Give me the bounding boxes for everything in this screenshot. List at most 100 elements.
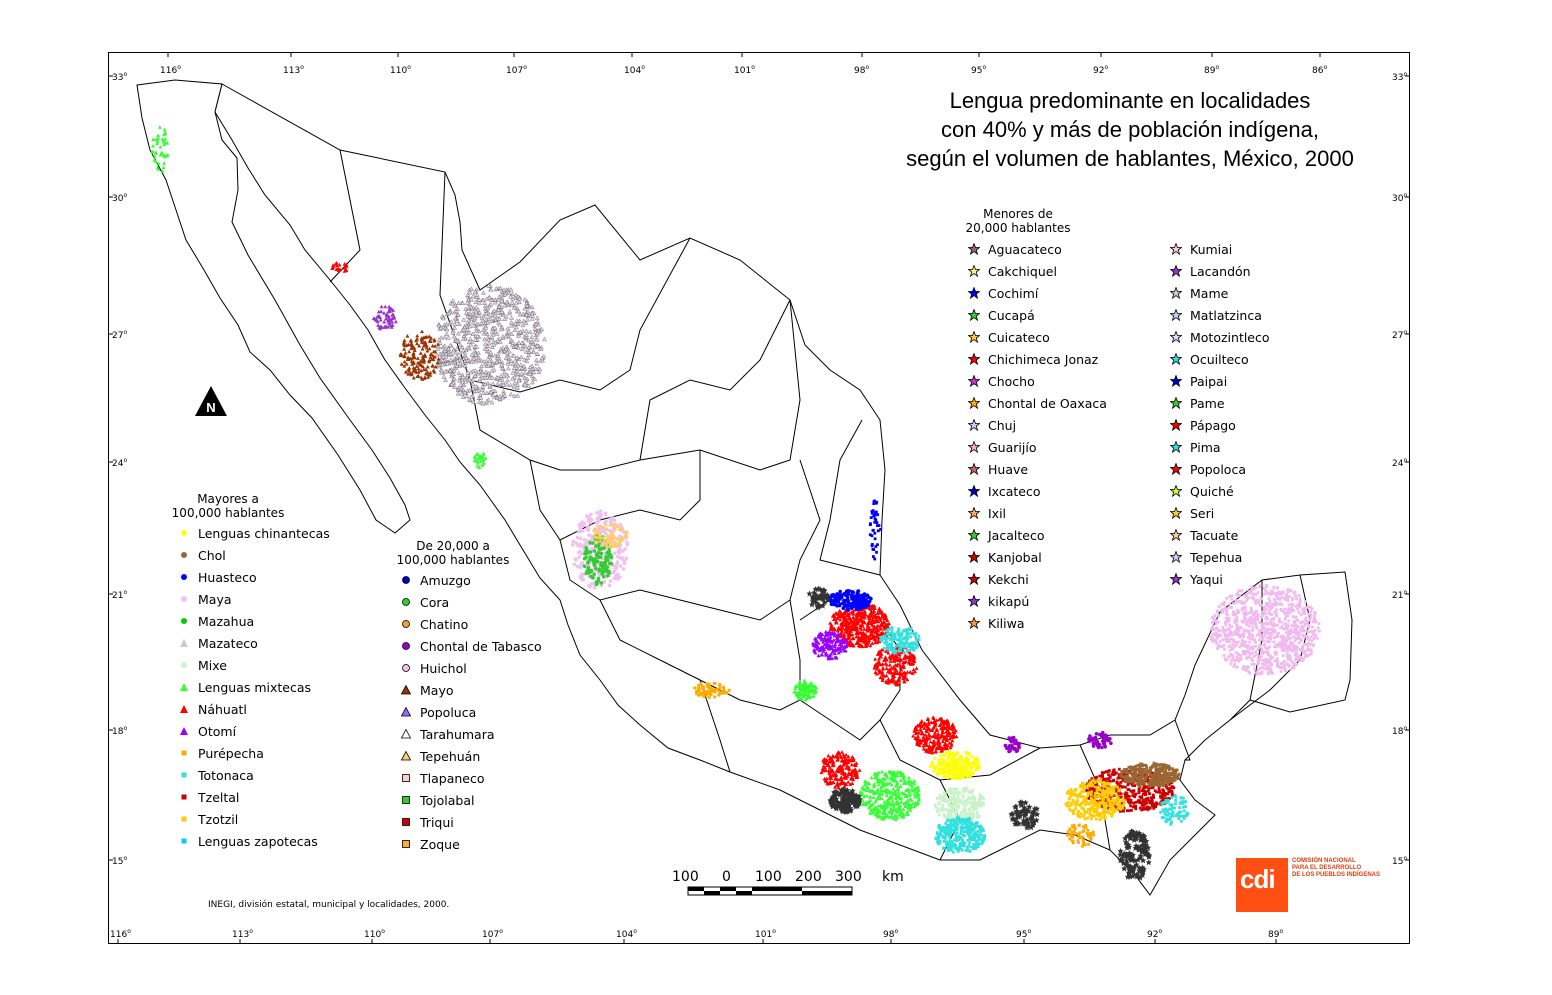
- locality-marker: [947, 741, 952, 745]
- locality-marker: [896, 790, 901, 795]
- locality-marker: [1089, 796, 1093, 800]
- locality-marker: [1285, 626, 1289, 630]
- locality-marker: [1153, 789, 1157, 793]
- locality-marker: [897, 633, 901, 636]
- locality-marker: [839, 623, 844, 628]
- locality-marker: [970, 803, 974, 807]
- locality-marker: [1155, 802, 1159, 806]
- locality-marker: [914, 794, 919, 799]
- locality-marker: [1243, 644, 1247, 648]
- locality-marker: [1114, 789, 1118, 793]
- locality-marker: [889, 776, 894, 781]
- locality-marker: [907, 660, 912, 665]
- locality-marker: [1247, 665, 1251, 669]
- locality-marker: [909, 645, 913, 649]
- locality-marker: [1119, 781, 1123, 784]
- locality-marker: [880, 781, 885, 786]
- locality-marker: [829, 759, 834, 764]
- locality-marker: [1213, 614, 1217, 617]
- locality-marker: [1106, 806, 1110, 810]
- locality-marker: [943, 754, 947, 757]
- locality-marker: [1263, 642, 1266, 646]
- locality-marker: [947, 731, 952, 736]
- locality-marker: [950, 729, 955, 734]
- locality-marker: [860, 620, 865, 624]
- locality-marker: [888, 669, 893, 674]
- locality-marker: [802, 678, 807, 683]
- locality-marker: [1153, 781, 1157, 784]
- locality-marker: [1159, 766, 1162, 770]
- locality-marker: [1291, 615, 1295, 618]
- locality-marker: [846, 608, 850, 612]
- locality-marker: [1287, 619, 1291, 623]
- locality-marker: [1164, 767, 1168, 771]
- locality-marker: [1245, 598, 1249, 602]
- locality-marker: [1237, 600, 1241, 603]
- locality-marker: [1103, 793, 1106, 796]
- locality-marker: [1075, 800, 1078, 804]
- locality-marker: [1145, 805, 1149, 809]
- locality-marker: [949, 842, 952, 846]
- locality-marker: [1225, 607, 1229, 610]
- locality-marker: [1276, 662, 1279, 666]
- locality-marker: [1133, 779, 1137, 783]
- locality-marker: [1282, 660, 1286, 663]
- locality-marker: [1252, 617, 1256, 620]
- locality-marker: [978, 827, 982, 831]
- locality-marker: [1121, 806, 1124, 810]
- locality-marker: [602, 579, 607, 584]
- locality-marker: [939, 764, 942, 767]
- locality-marker: [1227, 640, 1231, 644]
- locality-marker: [961, 759, 964, 763]
- locality-marker: [1244, 610, 1248, 614]
- locality-marker: [945, 843, 949, 846]
- locality-marker: [1240, 602, 1244, 605]
- locality-marker: [968, 837, 972, 840]
- locality-marker: [939, 832, 943, 836]
- locality-marker: [961, 773, 965, 776]
- locality-marker: [879, 635, 883, 639]
- locality-marker: [946, 757, 950, 761]
- locality-marker: [1293, 639, 1297, 642]
- locality-marker: [1285, 647, 1288, 651]
- locality-marker: [835, 780, 840, 785]
- locality-marker: [833, 805, 840, 812]
- locality-marker: [1164, 792, 1167, 795]
- locality-marker: [1103, 806, 1107, 810]
- locality-marker: [1156, 767, 1159, 771]
- locality-marker: [1237, 653, 1241, 656]
- locality-marker: [936, 731, 941, 736]
- locality-marker: [1293, 646, 1296, 650]
- locality-marker: [1223, 632, 1227, 636]
- locality-marker: [1082, 807, 1086, 811]
- locality-marker: [1258, 629, 1262, 632]
- locality-marker: [933, 750, 938, 754]
- locality-marker: [841, 647, 846, 651]
- locality-marker: [1226, 613, 1230, 617]
- locality-marker: [884, 616, 889, 621]
- locality-marker: [1094, 777, 1098, 781]
- locality-marker: [1251, 637, 1255, 641]
- locality-marker: [1143, 799, 1146, 803]
- locality-marker: [841, 805, 848, 812]
- locality-marker: [961, 841, 965, 845]
- locality-marker: [945, 722, 950, 726]
- locality-marker: [1261, 662, 1264, 666]
- locality-marker: [1234, 651, 1238, 655]
- locality-marker: [1278, 602, 1281, 606]
- locality-marker: [948, 768, 952, 772]
- locality-marker: [1170, 793, 1174, 797]
- locality-marker: [887, 628, 890, 631]
- locality-marker: [1286, 652, 1289, 656]
- locality-marker: [1250, 618, 1254, 622]
- locality-marker: [1266, 650, 1269, 654]
- locality-marker: [1230, 625, 1234, 628]
- locality-marker: [933, 721, 938, 725]
- locality-marker: [941, 769, 945, 773]
- locality-marker: [973, 798, 976, 802]
- locality-marker: [844, 624, 849, 628]
- locality-marker: [832, 633, 837, 638]
- locality-marker: [963, 822, 967, 826]
- locality-marker: [1212, 618, 1216, 621]
